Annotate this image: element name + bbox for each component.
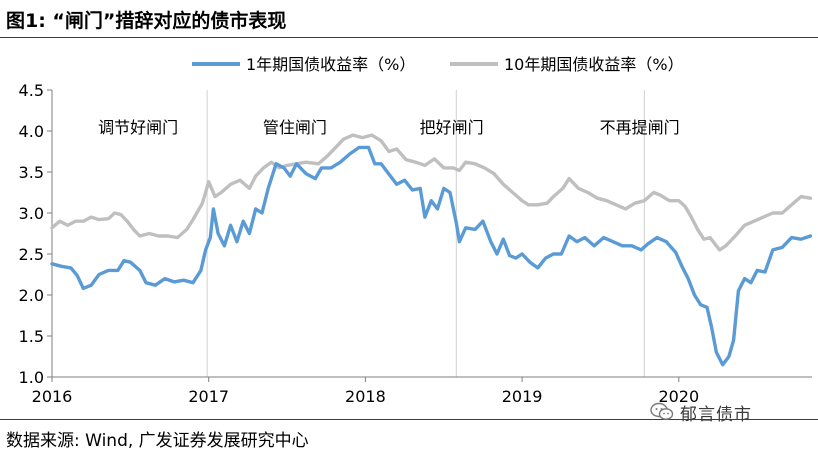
title-bar: 图1: “闸门”措辞对应的债市表现 [0,0,818,38]
legend-label: 1年期国债收益率（%） [246,55,415,74]
y-tick-label: 3.0 [19,204,44,223]
x-tick-label: 2019 [502,387,543,406]
series-line-1y [50,145,813,367]
y-tick-label: 4.0 [19,122,44,141]
watermark: 郁言债市 [650,401,752,425]
watermark-label: 郁言债市 [680,404,752,425]
vertical-dividers [206,90,645,377]
yield-chart: 1.01.52.02.53.03.54.04.5 2016 2017 2018 201… [19,55,813,406]
footer-divider [0,419,818,420]
series-line-10y [50,133,813,252]
chart-legend: 1年期国债收益率（%） 10年期国债收益率（%） [192,55,684,74]
y-tick-label: 1.0 [19,368,44,387]
annotation-label: 调节好闸门 [98,118,178,137]
source-note: 数据来源: Wind, 广发证券发展研究中心 [6,431,309,451]
wechat-icon [650,402,674,420]
x-tick-label: 2020 [658,387,699,406]
series-lines [50,133,813,367]
y-tick-label: 3.5 [19,163,44,182]
annotation-label: 不再提闸门 [600,118,680,137]
x-tick-label: 2017 [188,387,229,406]
y-axis: 1.0 1.5 2.0 2.5 3.0 3.5 4.0 4.5 [19,81,53,387]
y-tick-label: 2.0 [19,286,44,305]
x-axis: 2016 2017 2018 2019 2020 [32,376,812,406]
page-title: 图1: “闸门”措辞对应的债市表现 [6,10,287,32]
annotations: 调节好闸门 管住闸门 把好闸门 不再提闸门 [98,118,679,137]
legend-label: 10年期国债收益率（%） [504,55,684,74]
annotation-label: 把好闸门 [420,118,484,137]
x-tick-label: 2018 [345,387,386,406]
annotation-label: 管住闸门 [263,118,327,137]
y-tick-label: 1.5 [19,327,44,346]
x-tick-label: 2016 [32,387,73,406]
y-tick-label: 2.5 [19,245,44,264]
y-tick-label: 4.5 [19,81,44,100]
